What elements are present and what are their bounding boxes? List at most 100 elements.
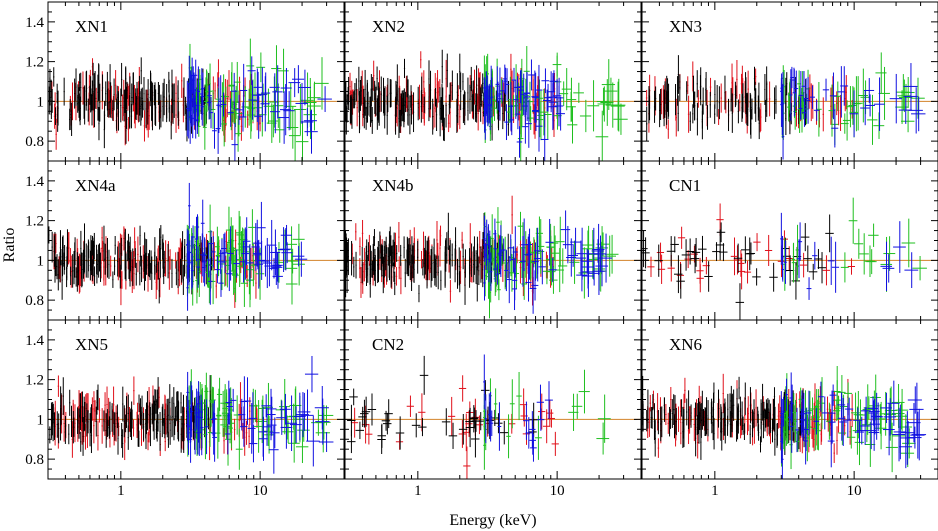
blue-point xyxy=(226,388,233,425)
black-point xyxy=(373,236,375,275)
blue-point xyxy=(229,388,237,412)
black-point xyxy=(825,214,834,253)
black-point xyxy=(713,382,715,403)
black-point xyxy=(396,245,398,262)
black-point xyxy=(98,244,100,278)
black-point xyxy=(763,401,765,419)
blue-point xyxy=(235,94,243,125)
blue-point xyxy=(190,253,194,288)
blue-point xyxy=(208,96,214,129)
blue-point xyxy=(788,404,792,431)
red-point xyxy=(777,403,780,429)
blue-point xyxy=(504,104,509,141)
red-point xyxy=(255,267,257,299)
black-point xyxy=(81,252,83,287)
red-point xyxy=(115,405,117,442)
blue-point xyxy=(525,99,532,148)
black-point xyxy=(80,230,82,266)
blue-point xyxy=(911,96,926,132)
red-point xyxy=(551,431,559,456)
black-point xyxy=(86,403,88,437)
black-point xyxy=(503,91,505,122)
black-point xyxy=(407,93,409,126)
red-point xyxy=(356,89,358,127)
black-point xyxy=(742,416,744,435)
red-point xyxy=(133,376,135,405)
black-point xyxy=(382,256,385,285)
black-point xyxy=(125,253,127,281)
blue-point xyxy=(508,81,514,131)
blue-point xyxy=(196,381,201,427)
black-point xyxy=(769,403,772,433)
black-point xyxy=(129,258,131,287)
blue-point xyxy=(256,201,266,254)
red-point xyxy=(71,82,74,121)
blue-point xyxy=(318,432,334,452)
black-point xyxy=(674,395,676,434)
black-point xyxy=(451,70,453,101)
black-point xyxy=(776,422,779,446)
black-point xyxy=(181,406,183,442)
red-point xyxy=(436,221,438,259)
black-point xyxy=(75,68,77,106)
black-point xyxy=(138,394,140,413)
black-point xyxy=(682,406,684,439)
black-point xyxy=(138,430,140,447)
black-point xyxy=(743,423,746,440)
blue-point xyxy=(903,83,918,110)
black-point xyxy=(410,254,413,291)
blue-point xyxy=(206,85,212,120)
green-point xyxy=(838,421,847,445)
black-point xyxy=(87,410,89,434)
red-point xyxy=(95,87,97,109)
red-point xyxy=(259,114,261,132)
black-point xyxy=(80,431,82,452)
black-point xyxy=(689,111,691,131)
black-point xyxy=(673,394,675,426)
green-point xyxy=(848,197,858,244)
blue-point xyxy=(548,83,557,131)
black-point xyxy=(470,243,473,277)
green-point xyxy=(603,77,618,105)
blue-point xyxy=(822,78,830,102)
black-point xyxy=(364,99,366,116)
blue-point xyxy=(780,82,783,127)
black-point xyxy=(101,74,104,102)
blue-point xyxy=(189,381,193,431)
blue-point xyxy=(262,237,272,289)
black-point xyxy=(817,252,827,284)
red-point xyxy=(720,83,722,113)
black-point xyxy=(177,400,179,441)
red-point xyxy=(255,404,258,423)
black-point xyxy=(749,424,751,444)
black-point xyxy=(738,376,740,400)
black-point xyxy=(157,414,159,432)
red-point xyxy=(98,398,101,423)
green-point xyxy=(555,216,565,267)
black-point xyxy=(116,85,118,110)
black-point xyxy=(95,406,97,437)
blue-point xyxy=(247,56,256,86)
black-point xyxy=(390,85,392,108)
black-point xyxy=(161,406,163,438)
blue-point xyxy=(248,392,257,445)
black-point xyxy=(346,94,348,123)
black-point xyxy=(81,391,84,423)
black-point xyxy=(141,100,144,118)
black-point xyxy=(499,420,509,445)
blue-point xyxy=(809,85,815,109)
black-point xyxy=(706,105,709,130)
blue-point xyxy=(270,90,281,134)
green-point xyxy=(568,393,579,431)
blue-point xyxy=(484,394,488,444)
blue-point xyxy=(570,227,581,257)
red-point xyxy=(363,247,366,282)
blue-point xyxy=(276,400,287,435)
black-point xyxy=(112,271,114,288)
green-point xyxy=(613,103,628,135)
red-point xyxy=(754,68,757,85)
black-point xyxy=(54,259,56,283)
panel-cn1: CN1 xyxy=(641,160,938,321)
black-point xyxy=(125,67,127,90)
black-point xyxy=(171,396,173,437)
